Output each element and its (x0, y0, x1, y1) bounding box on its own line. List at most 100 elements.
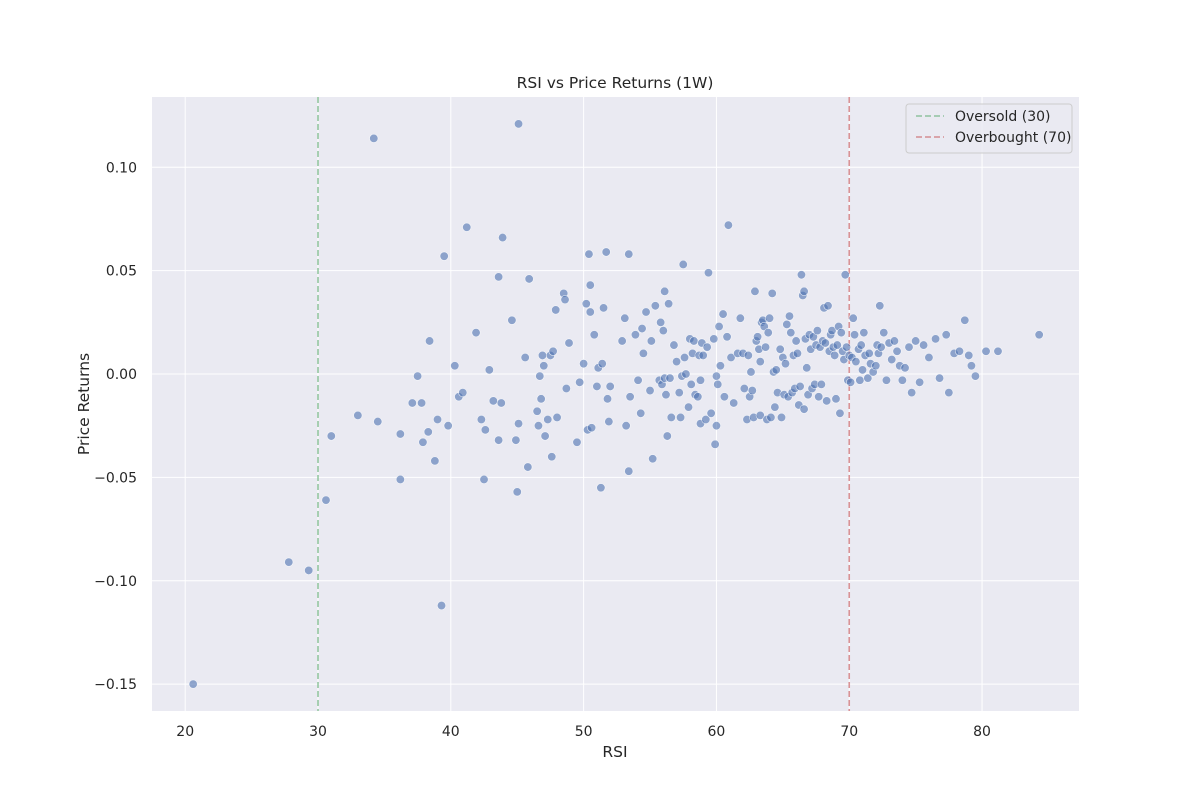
data-point (846, 377, 856, 387)
data-point (718, 309, 728, 319)
data-point (620, 313, 630, 323)
data-point (581, 299, 591, 309)
data-point (722, 332, 732, 342)
data-point (875, 301, 885, 311)
data-point (353, 410, 363, 420)
data-point (784, 311, 794, 321)
y-tick-label: 0.05 (106, 264, 137, 280)
data-point (935, 373, 945, 383)
data-point (605, 381, 615, 391)
data-point (496, 398, 506, 408)
data-point (664, 299, 674, 309)
data-point (535, 371, 545, 381)
data-point (711, 371, 721, 381)
x-tick-label: 20 (176, 724, 194, 740)
data-point (669, 340, 679, 350)
data-point (729, 398, 739, 408)
data-point (820, 338, 830, 348)
data-point (425, 336, 435, 346)
data-point (822, 396, 832, 406)
data-point (715, 361, 725, 371)
y-tick-label: −0.05 (94, 470, 137, 486)
legend-oversold-label: Oversold (30) (955, 109, 1051, 125)
data-point (458, 388, 468, 398)
y-tick-label: 0.10 (106, 160, 137, 176)
data-point (944, 388, 954, 398)
data-point (658, 326, 668, 336)
data-point (665, 373, 675, 383)
data-point (494, 435, 504, 445)
data-point (543, 415, 553, 425)
data-point (597, 359, 607, 369)
data-point (814, 392, 824, 402)
data-point (326, 431, 336, 441)
data-point (430, 456, 440, 466)
x-tick-label: 30 (309, 724, 327, 740)
data-point (755, 410, 765, 420)
data-point (480, 425, 490, 435)
data-point (714, 321, 724, 331)
data-point (650, 301, 660, 311)
x-axis-label: RSI (602, 743, 627, 761)
data-point (850, 330, 860, 340)
data-point (539, 361, 549, 371)
data-point (488, 396, 498, 406)
data-point (395, 474, 405, 484)
data-point (746, 367, 756, 377)
data-point (637, 324, 647, 334)
data-point (770, 402, 780, 412)
data-point (840, 270, 850, 280)
data-point (993, 346, 1003, 356)
data-point (656, 317, 666, 327)
data-point (703, 268, 713, 278)
data-point (514, 419, 524, 429)
data-point (645, 386, 655, 396)
y-tick-label: 0.00 (106, 367, 137, 383)
data-point (680, 352, 690, 362)
data-point (540, 431, 550, 441)
data-point (897, 375, 907, 385)
data-point (766, 412, 776, 422)
data-point (681, 369, 691, 379)
data-point (648, 454, 658, 464)
y-tick-label: −0.10 (94, 574, 137, 590)
data-point (710, 439, 720, 449)
data-point (476, 415, 486, 425)
y-tick-labels: −0.15 −0.10 −0.05 0.00 0.05 0.10 (94, 160, 137, 693)
data-point (735, 313, 745, 323)
data-point (831, 394, 841, 404)
data-point (892, 346, 902, 356)
data-point (701, 415, 711, 425)
data-point (858, 365, 868, 375)
data-point (689, 336, 699, 346)
data-point (755, 357, 765, 367)
legend-overbought-label: Overbought (70) (955, 130, 1071, 146)
data-point (842, 342, 852, 352)
data-point (592, 381, 602, 391)
data-point (711, 421, 721, 431)
data-point (617, 336, 627, 346)
data-point (636, 408, 646, 418)
data-point (1034, 330, 1044, 340)
x-tick-labels: 20 30 40 50 60 70 80 (176, 724, 991, 740)
data-point (407, 398, 417, 408)
data-point (695, 375, 705, 385)
data-point (795, 381, 805, 391)
data-point (304, 565, 314, 575)
data-point (702, 342, 712, 352)
data-point (765, 313, 775, 323)
data-point (676, 412, 686, 422)
data-point (547, 452, 557, 462)
data-point (520, 352, 530, 362)
data-point (641, 307, 651, 317)
data-point (660, 286, 670, 296)
data-point (462, 222, 472, 232)
data-point (439, 251, 449, 261)
data-point (603, 394, 613, 404)
plot-area (152, 97, 1079, 711)
data-point (879, 328, 889, 338)
x-tick-label: 40 (442, 724, 460, 740)
data-point (851, 357, 861, 367)
data-point (579, 359, 589, 369)
